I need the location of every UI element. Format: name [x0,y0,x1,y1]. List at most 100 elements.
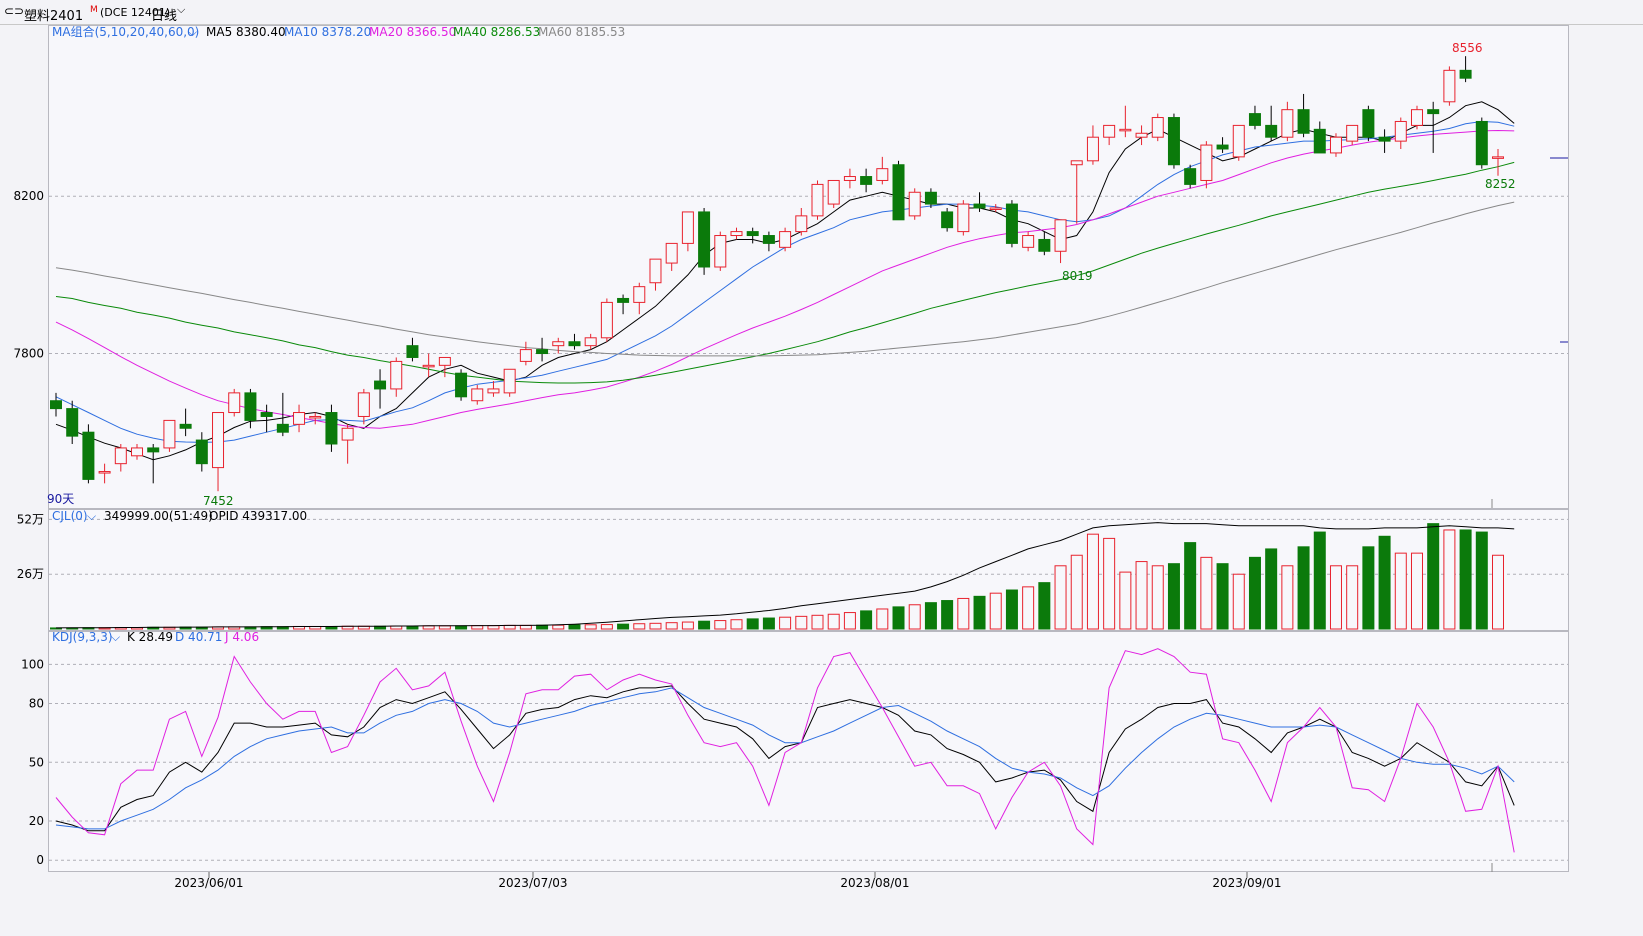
volume-bar[interactable] [455,625,468,630]
candle[interactable] [309,412,322,425]
volume-bar[interactable] [762,617,775,630]
candle[interactable] [730,227,743,240]
volume-bar[interactable] [730,619,743,630]
candle[interactable] [212,412,225,492]
candle[interactable] [406,337,419,362]
candle[interactable] [293,404,306,433]
candle[interactable] [1394,117,1407,149]
candle[interactable] [66,400,79,444]
candle[interactable] [1313,121,1326,154]
volume-bar[interactable] [536,624,549,630]
candle[interactable] [163,419,176,452]
candle[interactable] [633,282,646,315]
candle[interactable] [568,333,581,350]
volume-bar[interactable] [649,622,662,630]
candle[interactable] [390,357,403,397]
volume-bar[interactable] [860,610,873,630]
candle[interactable] [681,211,694,252]
volume-bar[interactable] [811,614,824,630]
volume-bar[interactable] [665,622,678,630]
candle[interactable] [876,156,889,185]
candle[interactable] [374,369,387,409]
volume-bar[interactable] [1005,589,1018,630]
candle[interactable] [1103,124,1116,146]
candle[interactable] [584,333,597,350]
candle[interactable] [843,168,856,189]
candle[interactable] [1427,101,1440,153]
volume-bar[interactable] [1346,565,1359,630]
volume-indicator-label[interactable]: CJL(0) [52,509,88,523]
volume-bar[interactable] [908,604,921,630]
volume-bar[interactable] [1394,552,1407,630]
chevron-down-icon[interactable]: ⌵ [87,509,96,523]
volume-bar[interactable] [1362,546,1375,630]
volume-bar[interactable] [698,620,711,630]
volume-bar[interactable] [973,595,986,630]
chevron-down-icon[interactable]: ⌵ [111,630,120,644]
volume-bar[interactable] [1492,554,1504,630]
volume-bar[interactable] [1410,552,1423,630]
candle[interactable] [503,368,516,397]
volume-bars[interactable] [50,522,1515,630]
volume-bar[interactable] [1313,531,1326,630]
period-selector[interactable]: 日线 [151,9,178,24]
candle[interactable] [1346,124,1359,146]
volume-bar[interactable] [1297,546,1310,630]
volume-bar[interactable] [1086,533,1099,630]
candle[interactable] [1475,117,1488,169]
volume-bar[interactable] [1378,535,1391,630]
volume-bar[interactable] [552,624,565,630]
candle[interactable] [325,404,338,452]
candle[interactable] [455,369,468,401]
candle[interactable] [1151,113,1164,142]
volume-bar[interactable] [1265,548,1278,630]
candle[interactable] [357,388,370,425]
symbol-name[interactable]: 塑料2401 [24,9,84,24]
volume-bar[interactable] [714,620,727,630]
volume-bar[interactable] [1475,531,1488,630]
candle[interactable] [827,179,840,208]
volume-bar[interactable] [1443,529,1456,630]
volume-bar[interactable] [1248,556,1261,630]
candle[interactable] [1054,219,1067,264]
candle[interactable] [714,231,727,271]
candle[interactable] [552,337,565,354]
candle[interactable] [1022,231,1035,252]
candle[interactable] [924,188,937,208]
candle[interactable] [1200,141,1213,189]
candle[interactable] [1038,231,1051,256]
volume-bar[interactable] [779,616,792,630]
volume-bar[interactable] [438,625,451,630]
volume-bar[interactable] [827,613,840,630]
volume-bar[interactable] [1022,586,1035,630]
chevron-down-icon[interactable]: ⌵ [188,25,197,39]
volume-bar[interactable] [941,600,954,630]
volume-bar[interactable] [503,624,516,630]
volume-bar[interactable] [1329,565,1342,630]
volume-bar[interactable] [1184,542,1197,630]
volume-bar[interactable] [1119,571,1132,630]
ma-indicator-label[interactable]: MA组合(5,10,20,40,60,0) [52,25,199,39]
volume-bar[interactable] [876,608,889,630]
volume-bar[interactable] [957,597,970,630]
candle[interactable] [1410,105,1423,130]
volume-bar[interactable] [1054,565,1067,630]
candle[interactable] [941,208,954,232]
candle[interactable] [1167,113,1180,169]
volume-bar[interactable] [843,612,856,630]
candle[interactable] [471,385,484,405]
volume-bar[interactable] [1167,563,1180,630]
candle[interactable] [1265,105,1278,142]
candle[interactable] [989,204,1002,212]
candle[interactable] [1297,93,1310,138]
candle[interactable] [617,294,630,315]
candle[interactable] [795,208,808,236]
candle[interactable] [260,404,273,433]
candle[interactable] [908,188,921,220]
candle[interactable] [98,463,111,484]
candle[interactable] [1329,133,1342,157]
kdj-indicator-label[interactable]: KDJ(9,3,3) [52,630,113,644]
candle[interactable] [600,298,613,342]
candle[interactable] [131,444,144,460]
